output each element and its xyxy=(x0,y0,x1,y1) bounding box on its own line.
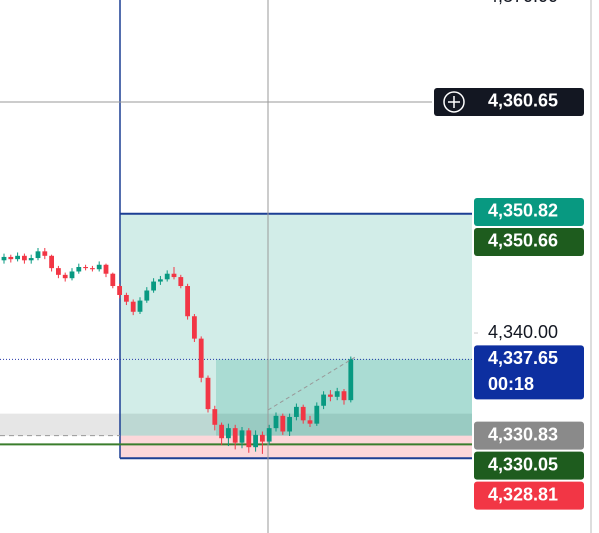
candle-body xyxy=(232,428,238,443)
trend-dash xyxy=(267,356,356,411)
price-badge xyxy=(434,87,584,116)
candle-body xyxy=(294,406,299,417)
candle-body xyxy=(158,279,163,282)
candle-body xyxy=(8,256,14,260)
candle-body xyxy=(49,255,54,269)
countdown: 00:18 xyxy=(488,374,534,394)
candle-body xyxy=(321,394,326,406)
price-badge-label: 4,360.65 xyxy=(488,91,558,111)
candle-body xyxy=(164,273,170,280)
candle-body xyxy=(1,256,7,261)
candle-body xyxy=(307,420,313,424)
candle-body xyxy=(280,415,286,432)
price-badge-label: 4,350.66 xyxy=(488,231,558,251)
candle-body xyxy=(103,264,109,274)
candle-body xyxy=(226,428,231,439)
candle-body xyxy=(328,394,333,397)
candle-body xyxy=(110,273,116,287)
add-icon-plus xyxy=(448,95,460,108)
candle-body xyxy=(42,251,48,256)
candle-body xyxy=(178,277,184,287)
candle-body xyxy=(69,271,75,279)
candle-body xyxy=(76,267,82,272)
candle-body xyxy=(56,268,61,275)
profit-zone xyxy=(120,213,472,436)
price-badge-label: 4,337.65 xyxy=(488,348,558,368)
candle-body xyxy=(198,338,204,378)
candle-body xyxy=(334,391,340,397)
candle-body xyxy=(341,391,347,401)
price-badge-label: 4,330.05 xyxy=(488,454,558,474)
candle-body xyxy=(151,281,156,291)
price-badge-label: 4,328.81 xyxy=(488,484,558,504)
candle-body xyxy=(137,300,143,312)
price-badge-label: 4,350.82 xyxy=(488,201,558,221)
candle-body xyxy=(246,430,252,448)
candle-body xyxy=(205,377,211,410)
candle-body xyxy=(192,316,197,339)
candle-body xyxy=(253,434,258,448)
price-badge xyxy=(474,451,584,480)
candle-body xyxy=(28,258,34,261)
price-badge xyxy=(474,227,584,256)
candle-body xyxy=(117,286,122,295)
candle-body xyxy=(185,286,190,317)
candle-body xyxy=(348,359,354,401)
stop-zone xyxy=(120,435,472,459)
candle-body xyxy=(144,290,150,301)
candle-body xyxy=(171,273,177,278)
candle-body xyxy=(62,274,68,279)
price-badge xyxy=(474,345,584,400)
price-badge xyxy=(474,197,584,226)
candle-body xyxy=(239,430,245,443)
add-icon xyxy=(443,91,465,113)
candle-body xyxy=(212,409,218,425)
candle-body xyxy=(90,268,95,270)
candle-body xyxy=(300,406,306,421)
price-badge xyxy=(474,421,584,450)
candle-body xyxy=(83,267,88,269)
price-badge-label: 4,330.83 xyxy=(488,424,558,444)
candle-body xyxy=(260,434,265,442)
candle-body xyxy=(266,428,272,442)
candle-body xyxy=(314,405,320,424)
candle-body xyxy=(273,415,279,429)
y-tick-label: 4,370.00 xyxy=(488,0,558,6)
candle-body xyxy=(96,264,102,270)
candle-body xyxy=(15,255,20,260)
grey-band xyxy=(0,413,472,436)
candle-body xyxy=(219,424,224,439)
candle-body xyxy=(35,251,41,259)
candle-body xyxy=(22,255,27,261)
candle-body xyxy=(287,416,292,432)
y-tick-label: 4,340.00 xyxy=(488,322,558,342)
candle-body xyxy=(130,301,136,312)
price-badge xyxy=(474,481,584,510)
candle-body xyxy=(124,294,129,302)
